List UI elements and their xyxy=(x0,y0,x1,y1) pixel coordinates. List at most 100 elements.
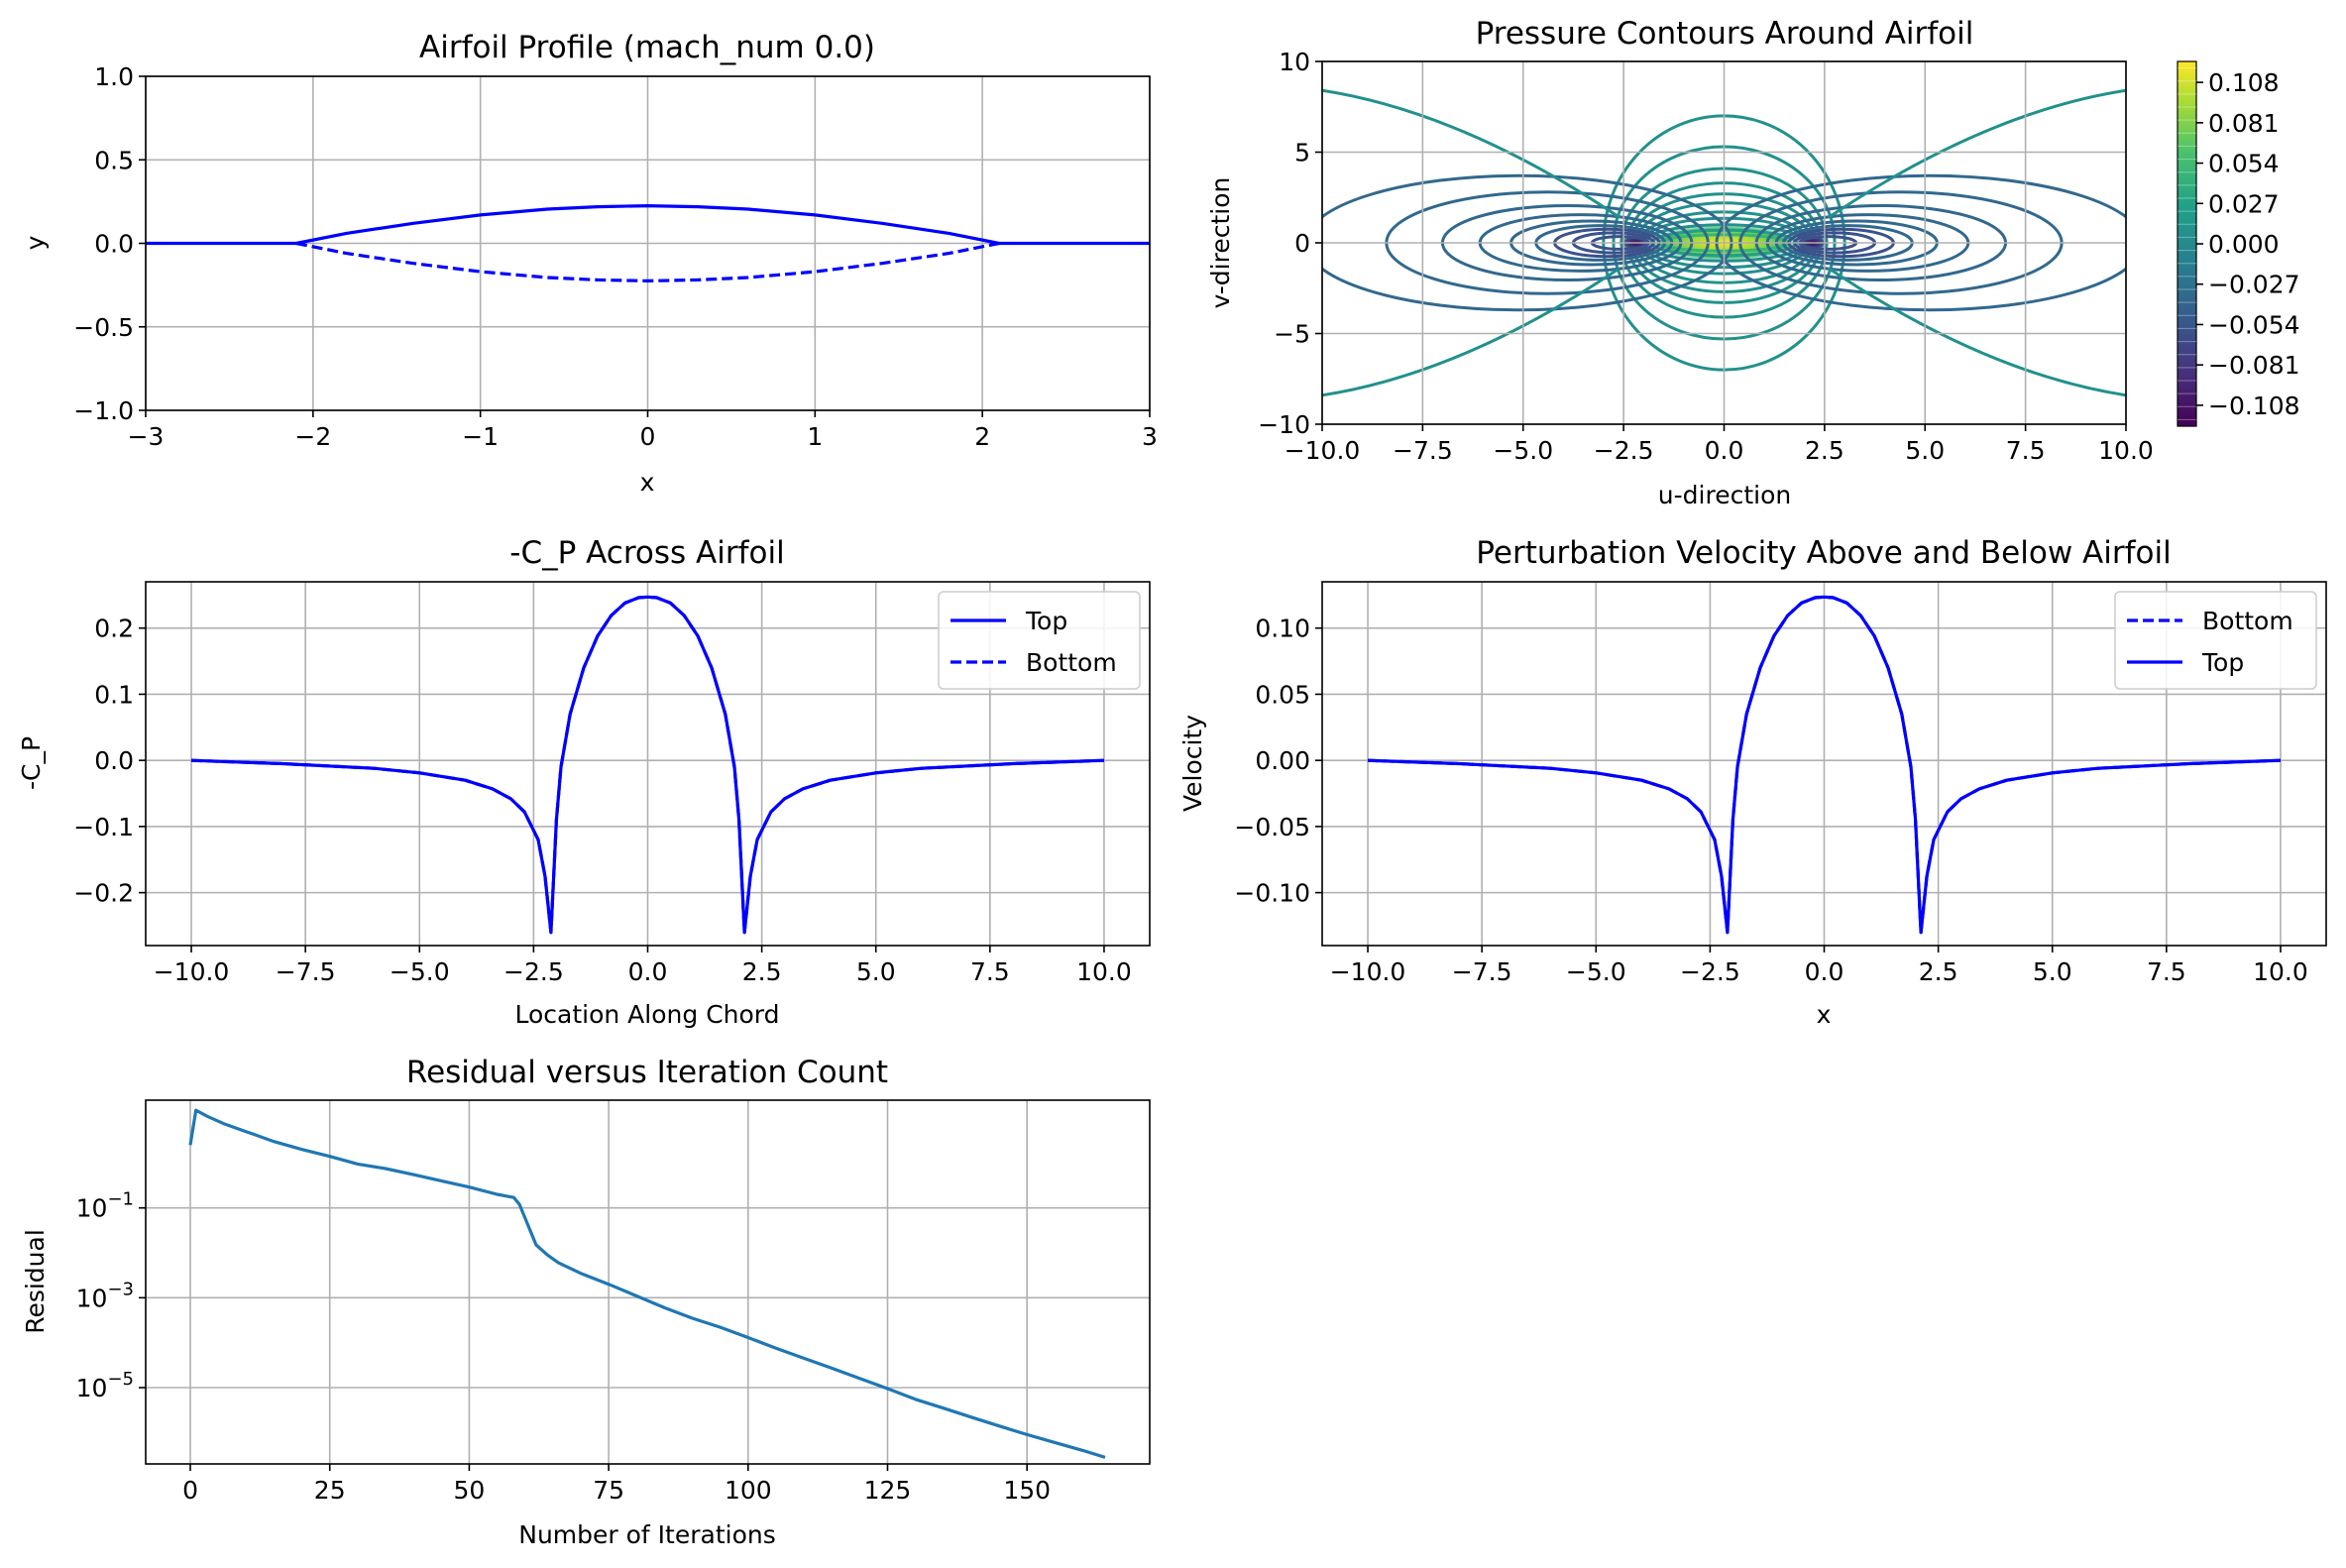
x-tick-label: −7.5 xyxy=(1452,957,1512,986)
residual-chart: 0 25 50 75 100 125 150 10−110−310−5 Residual v… xyxy=(21,1055,1151,1549)
x-tick-label: −5.0 xyxy=(390,957,450,986)
x-tick-label: 75 xyxy=(593,1476,624,1505)
y-tick-label: 10−5 xyxy=(76,1369,134,1402)
cp-y-ticks: −0.2 −0.1 0.0 0.1 0.2 xyxy=(73,615,146,908)
y-tick-label: 0.0 xyxy=(94,746,134,775)
pressure-contour-chart: −10.0 −7.5 −5.0 −2.5 0.0 2.5 5.0 7.5 10.0 −10 −5 0… xyxy=(1206,16,2300,509)
contour-farfield xyxy=(1828,267,2126,397)
x-tick-label: 0 xyxy=(182,1476,198,1505)
profile-x-ticks: −3 −2 −1 0 1 2 3 xyxy=(128,410,1158,451)
x-tick-label: −10.0 xyxy=(154,957,230,986)
velocity-y-label: Velocity xyxy=(1178,715,1207,812)
x-tick-label: −2.5 xyxy=(1594,436,1654,465)
y-tick-label: 0.00 xyxy=(1255,746,1310,775)
x-tick-label: 7.5 xyxy=(970,957,1010,986)
y-tick-label: 0.1 xyxy=(94,680,134,709)
x-tick-label: 2 xyxy=(974,422,990,451)
contour-y-ticks: −10 −5 0 5 10 xyxy=(1258,48,1322,439)
x-tick-label: 7.5 xyxy=(2006,436,2046,465)
legend-label: Bottom xyxy=(2202,607,2293,635)
profile-y-label: y xyxy=(21,235,50,250)
y-tick-base: 10 xyxy=(76,1374,108,1402)
velocity-legend: Bottom Top xyxy=(2114,591,2317,690)
x-tick-label: 10.0 xyxy=(1076,957,1132,986)
colorbar-tick-label: −0.054 xyxy=(2208,310,2300,339)
colorbar-tick-label: 0.000 xyxy=(2208,230,2280,259)
x-tick-label: −3 xyxy=(128,422,165,451)
residual-x-ticks: 0 25 50 75 100 125 150 xyxy=(182,1464,1051,1505)
x-tick-label: −2.5 xyxy=(503,957,564,986)
y-tick-label: 0.5 xyxy=(94,146,134,174)
contour-x-label: u-direction xyxy=(1658,481,1791,509)
y-tick-label: −0.10 xyxy=(1234,879,1310,908)
y-tick-label: 10−3 xyxy=(76,1279,134,1312)
profile-title: Airfoil Profile (mach_num 0.0) xyxy=(419,30,875,65)
y-tick-label: −0.2 xyxy=(73,879,134,908)
cp-series xyxy=(190,595,1105,935)
x-tick-label: 3 xyxy=(1142,422,1158,451)
x-tick-label: 2.5 xyxy=(742,957,782,986)
y-tick-label: −5 xyxy=(1274,320,1310,349)
y-tick-exponent: −3 xyxy=(107,1279,134,1299)
y-tick-label: 5 xyxy=(1294,139,1310,168)
y-tick-label: −0.5 xyxy=(73,313,134,342)
profile-y-ticks: −1.0 −0.5 0.0 0.5 1.0 xyxy=(73,62,146,425)
y-tick-label: 10−1 xyxy=(76,1189,134,1223)
cp-title: -C_P Across Airfoil xyxy=(509,535,784,571)
cp-y-label: -C_P xyxy=(17,736,46,790)
cp-chart: −10.0 −7.5 −5.0 −2.5 0.0 2.5 5.0 7.5 10.0 −0.2−0… xyxy=(17,535,1151,1029)
residual-y-ticks: 10−110−310−5 xyxy=(76,1189,146,1402)
y-tick-label: 10 xyxy=(1279,48,1310,76)
x-tick-label: −10.0 xyxy=(1330,957,1406,986)
profile-series xyxy=(146,204,1150,282)
profile-x-label: x xyxy=(640,468,655,497)
colorbar-ticks: 0.108 0.081 0.054 0.027 0.000 −0.027 −0.054 −0.… xyxy=(2178,67,2300,420)
y-tick-label: 0 xyxy=(1294,229,1310,258)
x-tick-label: 10.0 xyxy=(2253,957,2308,986)
x-tick-label: −5.0 xyxy=(1566,957,1626,986)
series-line xyxy=(146,204,1150,246)
y-tick-label: 0.05 xyxy=(1255,680,1310,709)
x-tick-label: 2.5 xyxy=(1919,957,1958,986)
velocity-x-label: x xyxy=(1817,1000,1832,1029)
residual-grid xyxy=(146,1100,1150,1464)
x-tick-label: 10.0 xyxy=(2098,436,2154,465)
x-tick-label: −1 xyxy=(462,422,499,451)
y-tick-label: 1.0 xyxy=(94,62,134,91)
series-line-top xyxy=(190,595,1105,935)
cp-x-ticks: −10.0 −7.5 −5.0 −2.5 0.0 2.5 5.0 7.5 10.0 xyxy=(154,946,1132,986)
y-tick-label: 0.2 xyxy=(94,615,134,643)
series-line xyxy=(295,241,1000,282)
y-tick-label: −1.0 xyxy=(73,396,134,425)
y-tick-exponent: −5 xyxy=(107,1369,134,1390)
x-tick-label: 0.0 xyxy=(1705,436,1744,465)
contour-title: Pressure Contours Around Airfoil xyxy=(1476,16,1974,52)
residual-title: Residual versus Iteration Count xyxy=(406,1055,888,1090)
legend-label: Top xyxy=(2201,648,2244,677)
legend-box xyxy=(938,591,1141,690)
residual-y-label: Residual xyxy=(21,1229,50,1334)
y-tick-base: 10 xyxy=(76,1284,108,1312)
contour-colorbar: 0.108 0.081 0.054 0.027 0.000 −0.027 −0.054 −0.… xyxy=(2177,60,2300,427)
y-tick-label: 0.0 xyxy=(94,230,134,259)
x-tick-label: 125 xyxy=(864,1476,912,1505)
x-tick-label: 100 xyxy=(725,1476,772,1505)
x-tick-label: 150 xyxy=(1003,1476,1051,1505)
colorbar-tick-label: 0.081 xyxy=(2208,109,2280,138)
x-tick-label: 2.5 xyxy=(1805,436,1844,465)
contour-x-ticks: −10.0 −7.5 −5.0 −2.5 0.0 2.5 5.0 7.5 10.0 xyxy=(1285,424,2154,465)
x-tick-label: −10.0 xyxy=(1285,436,1361,465)
colorbar-tick-label: −0.027 xyxy=(2208,271,2300,299)
velocity-title: Perturbation Velocity Above and Below Ai… xyxy=(1476,535,2171,571)
velocity-x-ticks: −10.0 −7.5 −5.0 −2.5 0.0 2.5 5.0 7.5 10.0 xyxy=(1330,946,2308,986)
contour-y-label: v-direction xyxy=(1206,177,1235,309)
x-tick-label: 50 xyxy=(454,1476,486,1505)
y-tick-label: −0.1 xyxy=(73,813,134,841)
colorbar-tick-label: 0.054 xyxy=(2208,150,2280,178)
x-tick-label: −7.5 xyxy=(1393,436,1453,465)
velocity-series xyxy=(1367,595,2282,935)
y-tick-label: 0.10 xyxy=(1255,615,1310,643)
x-tick-label: 0.0 xyxy=(1805,957,1844,986)
contour-farfield xyxy=(1828,88,2126,219)
